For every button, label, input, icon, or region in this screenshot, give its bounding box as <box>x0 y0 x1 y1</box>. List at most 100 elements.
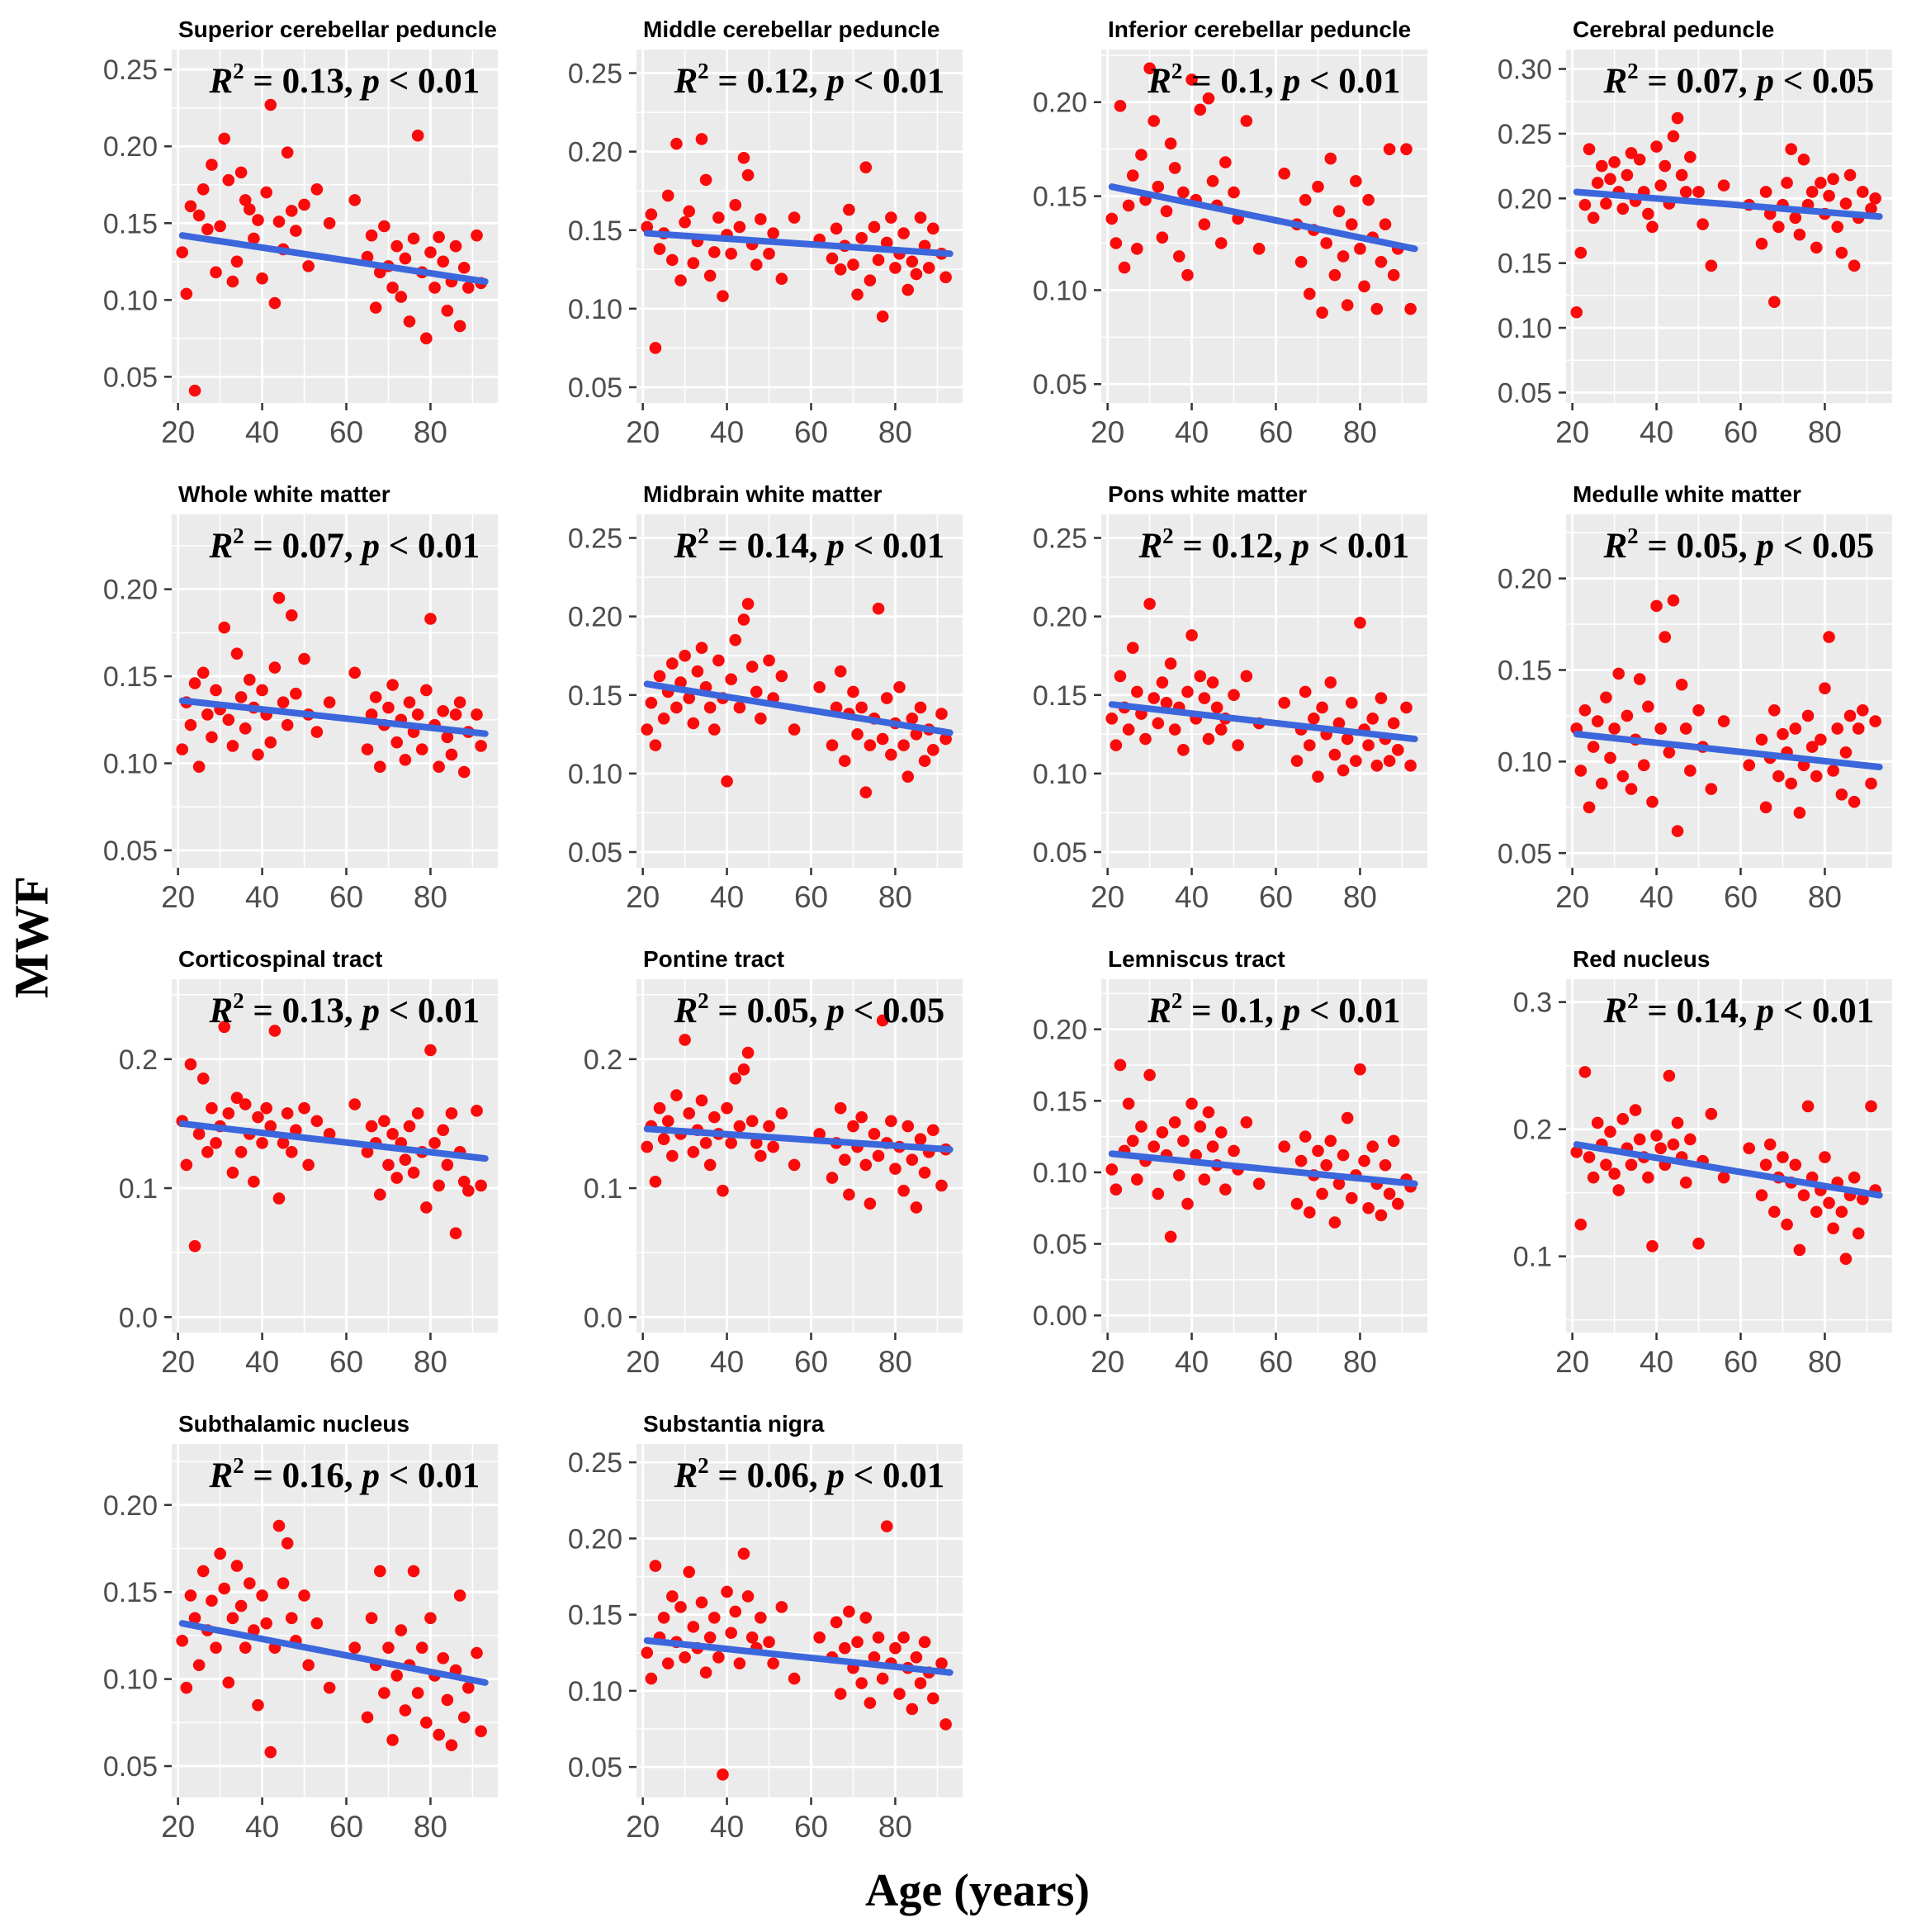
data-point <box>260 186 272 199</box>
y-tick-label: 0.20 <box>103 131 158 163</box>
r2-annotation: R2 = 0.14, p < 0.01 <box>673 523 944 566</box>
panel-title: Subthalamic nucleus <box>178 1411 410 1437</box>
trend-line <box>643 680 954 736</box>
y-tick-label: 0.15 <box>568 215 622 247</box>
data-point <box>1350 755 1362 767</box>
data-point <box>1642 207 1654 220</box>
data-point <box>788 211 801 224</box>
data-point <box>1616 1113 1630 1125</box>
data-point <box>1852 722 1865 735</box>
data-point <box>230 647 244 660</box>
data-point <box>703 1158 717 1172</box>
data-point <box>851 288 864 301</box>
data-point <box>1383 755 1396 767</box>
data-point <box>365 708 378 721</box>
x-tick-label: 20 <box>1091 880 1124 914</box>
data-point <box>725 247 737 260</box>
data-point <box>1600 197 1612 210</box>
data-point <box>1198 692 1211 704</box>
y-axis-ticks: 0.05 0.10 0.15 0.20 0.25 <box>568 1447 636 1783</box>
x-tick-label: 60 <box>794 415 828 449</box>
data-point <box>906 712 919 725</box>
data-point <box>1654 179 1667 192</box>
data-point <box>399 252 412 265</box>
y-tick-label: 0.0 <box>119 1302 158 1333</box>
data-point <box>1392 1197 1404 1210</box>
panel-background <box>1566 979 1892 1333</box>
data-point <box>1823 189 1835 202</box>
data-point <box>252 1110 264 1124</box>
panel-title: Medulle white matter <box>1573 481 1801 507</box>
data-point <box>843 1605 855 1618</box>
data-point <box>699 173 712 187</box>
data-point <box>1717 179 1730 192</box>
data-point <box>683 1107 696 1120</box>
data-point <box>222 1676 235 1689</box>
x-tick-label: 80 <box>414 880 447 914</box>
data-point <box>369 691 382 703</box>
data-point <box>914 1677 927 1689</box>
y-tick-label: 0.3 <box>1513 987 1552 1019</box>
x-axis-ticks: 20 40 60 80 <box>626 1333 912 1379</box>
data-point <box>729 1605 742 1618</box>
data-point <box>1164 137 1177 150</box>
data-point <box>268 661 282 674</box>
data-point <box>1583 801 1596 814</box>
data-point <box>1332 1177 1346 1191</box>
data-point <box>1131 243 1143 255</box>
data-point <box>1341 1111 1354 1125</box>
data-point <box>1793 1243 1806 1257</box>
data-point <box>880 692 893 704</box>
y-tick-label: 0.15 <box>1033 182 1087 213</box>
y-tick-label: 0.05 <box>103 362 158 393</box>
data-point <box>1805 741 1819 753</box>
y-tick-label: 0.05 <box>568 372 622 404</box>
data-point <box>755 1149 767 1163</box>
data-point <box>222 1107 235 1120</box>
data-point <box>922 262 935 274</box>
data-point <box>935 1179 948 1192</box>
y-tick-label: 0.1 <box>1513 1242 1552 1273</box>
data-point <box>1570 1146 1583 1158</box>
data-point <box>1608 1167 1621 1180</box>
y-tick-label: 0.10 <box>1498 746 1552 778</box>
trend-line-group <box>178 232 489 285</box>
data-point <box>788 1672 801 1685</box>
panel-substantia-nigra: Substantia nigra R2 = 0.06, p < 0.01 0.05 0… <box>513 1399 977 1864</box>
data-point <box>1278 696 1291 709</box>
data-point <box>1198 218 1211 231</box>
data-point <box>834 263 847 276</box>
data-point <box>880 1520 893 1532</box>
data-point <box>1308 712 1320 725</box>
data-point <box>1596 777 1608 790</box>
data-point <box>1865 1100 1877 1113</box>
data-point <box>1370 760 1384 772</box>
data-point <box>1801 709 1815 722</box>
data-point <box>285 1612 298 1625</box>
data-point <box>1692 186 1705 198</box>
trend-line <box>1573 188 1883 220</box>
data-point <box>1857 186 1869 198</box>
data-point <box>192 1128 206 1140</box>
data-point <box>721 775 733 788</box>
data-point <box>717 1184 729 1197</box>
data-point <box>1324 152 1337 165</box>
data-point <box>1671 825 1684 837</box>
y-tick-label: 0.25 <box>568 59 622 90</box>
data-point <box>471 1105 483 1117</box>
data-point <box>1600 1158 1612 1172</box>
data-point <box>653 1101 666 1115</box>
x-tick-label: 80 <box>414 415 447 449</box>
data-point <box>1362 1201 1375 1215</box>
data-point <box>1671 111 1684 125</box>
data-point <box>767 1657 779 1669</box>
panel-title: Middle cerebellar peduncle <box>643 17 940 42</box>
data-point <box>763 247 775 260</box>
y-tick-label: 0.15 <box>568 1600 622 1631</box>
data-point <box>1148 1140 1161 1153</box>
data-point <box>707 1110 721 1124</box>
r2-annotation: R2 = 0.13, p < 0.01 <box>208 59 480 101</box>
data-point <box>201 1146 214 1158</box>
data-point <box>1819 1151 1831 1163</box>
data-point <box>1387 717 1400 730</box>
